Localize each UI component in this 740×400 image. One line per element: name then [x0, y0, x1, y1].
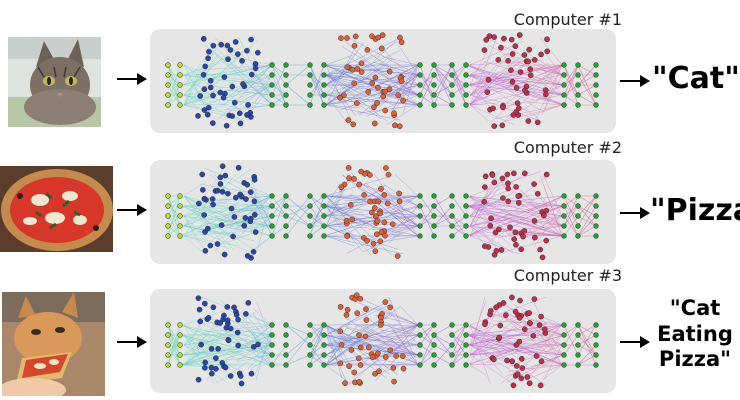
computer-label: Computer #3 [513, 266, 622, 285]
right-arrow-icon [620, 75, 650, 87]
right-arrow-icon [117, 204, 147, 216]
output-label: "Cat" [652, 64, 740, 94]
row-computer-3: Computer #3 "Cat Eating Pizza" [0, 256, 740, 396]
computer-label: Computer #1 [513, 10, 622, 29]
right-arrow-icon [117, 73, 147, 85]
output-label: "Cat Eating Pizza" [653, 296, 737, 373]
neural-network-panel [150, 29, 616, 133]
neural-network-panel [150, 289, 616, 393]
cat-photo [8, 37, 101, 127]
right-arrow-icon [620, 207, 650, 219]
right-arrow-icon [117, 336, 147, 348]
output-label: "Pizza" [650, 196, 740, 226]
right-arrow-icon [620, 336, 650, 348]
output-line: "Cat" [652, 61, 740, 96]
computer-label: Computer #2 [513, 138, 622, 157]
output-line: Pizza" [658, 347, 732, 372]
output-line: "Pizza" [650, 193, 740, 228]
pizza-photo [0, 166, 113, 252]
row-computer-1: Computer #1 "Cat" [0, 0, 740, 133]
cat-eating-pizza-photo [2, 292, 105, 396]
output-line: Eating [657, 321, 733, 346]
row-computer-2: Computer #2 "Pizza" [0, 128, 740, 264]
neural-network-panel [150, 160, 616, 264]
output-line: "Cat [669, 296, 721, 320]
